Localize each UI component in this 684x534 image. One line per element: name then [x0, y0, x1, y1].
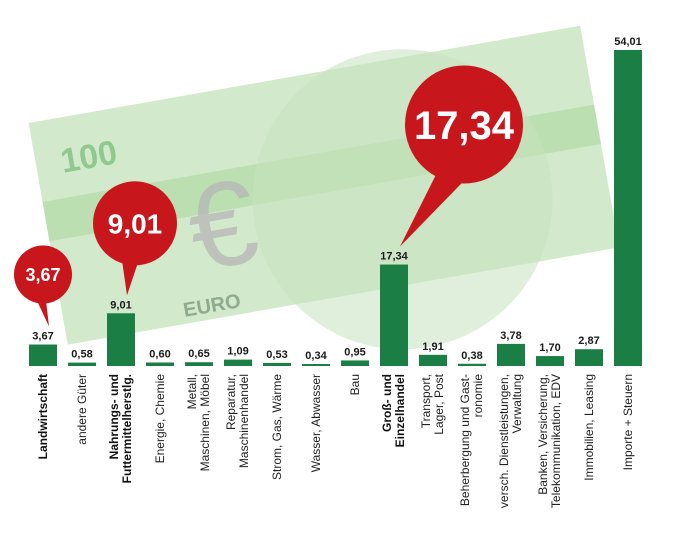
category-label: Beherbergung und Gast-ronomie	[455, 374, 489, 534]
callout-bubble	[405, 65, 523, 184]
category-label-line: Energie, Chemie	[152, 374, 167, 464]
category-label-line: Immobilien, Leasing	[581, 374, 596, 481]
category-label: Landwirtschaft	[26, 374, 60, 534]
callout-value: 17,34	[414, 104, 515, 148]
bar	[146, 362, 174, 366]
category-label: Reparatur, Maschinenhandel	[221, 374, 255, 534]
category-label: Banken, Versicherung, Telekommunikation, …	[533, 374, 567, 534]
category-label: Importe + Steuern	[611, 374, 645, 534]
bar	[185, 362, 213, 366]
bar-value-label: 1,09	[227, 346, 248, 358]
category-label: Energie, Chemie	[143, 374, 177, 534]
category-label: Metall, Maschinen, Möbel	[182, 374, 216, 534]
category-label-line: Maschinen, Möbel	[198, 374, 212, 472]
category-label: Strom, Gas, Wärme	[260, 374, 294, 534]
bar-value-label: 17,34	[380, 251, 408, 263]
category-label-line: Verwaltung	[510, 374, 524, 434]
category-label: Wasser, Abwasser	[299, 374, 333, 534]
bar-value-label: 3,67	[32, 331, 53, 343]
category-label: Groß- und Einzelhandel	[377, 374, 411, 534]
bar-value-label: 0,58	[71, 349, 92, 361]
bar	[536, 356, 564, 366]
bar-value-label: 0,65	[188, 348, 209, 360]
category-label-line: Lager, Post	[432, 374, 446, 435]
bar	[68, 362, 96, 366]
bar-value-label: 54,01	[614, 36, 642, 48]
bars-layer: 3,67 0,58 9,01 0,60 0,65 1,09 0,53 0,34 0,95 17,3…	[29, 36, 642, 366]
category-label: versch. Dienstleistungen, Verwaltung	[494, 374, 528, 534]
category-label-line: Landwirtschaft	[35, 374, 50, 460]
bar	[458, 363, 486, 366]
category-label-line: Importe + Steuern	[620, 374, 635, 471]
category-label-line: Telekommunikation, EDV	[549, 374, 563, 509]
category-label-line: ronomie	[471, 374, 485, 418]
bar	[107, 313, 135, 366]
category-label: andere Güter	[65, 374, 99, 534]
category-label-line: Strom, Gas, Wärme	[269, 374, 284, 481]
bar	[497, 343, 525, 366]
category-label: Nahrungs- und Futtermittelherstlg.	[104, 374, 138, 534]
bar	[614, 50, 642, 366]
bar-value-label: 0,95	[344, 346, 365, 358]
category-label-line: Futtermittelherstlg.	[120, 374, 134, 484]
bar-value-label: 1,70	[539, 342, 560, 354]
bar-value-label: 3,78	[500, 330, 521, 342]
callout-value: 9,01	[108, 208, 163, 239]
callout-bubble	[93, 181, 177, 266]
category-label: Transport, Lager, Post	[416, 374, 450, 534]
bar	[263, 362, 291, 366]
category-label: Immobilien, Leasing	[572, 374, 606, 534]
bar	[575, 349, 603, 366]
bar-value-label: 0,38	[461, 350, 482, 362]
bar	[341, 360, 369, 366]
category-label: Bau	[338, 374, 372, 534]
bar	[29, 344, 57, 366]
category-label-line: Bau	[347, 374, 362, 396]
category-label-line: Wasser, Abwasser	[308, 374, 323, 473]
bar	[380, 264, 408, 366]
bar-value-label: 0,60	[149, 348, 170, 360]
bar	[302, 364, 330, 366]
bar-value-label: 0,34	[305, 350, 327, 362]
bar-value-label: 9,01	[110, 299, 131, 311]
bar	[419, 354, 447, 366]
bar-value-label: 0,53	[266, 349, 287, 361]
bar-value-label: 1,91	[422, 341, 443, 353]
callout-bubble	[14, 245, 72, 304]
bar-value-label: 2,87	[578, 335, 599, 347]
bar	[224, 359, 252, 366]
category-label-line: Maschinenhandel	[237, 374, 251, 469]
callout-value: 3,67	[25, 265, 60, 285]
category-label-line: Einzelhandel	[393, 374, 407, 448]
category-label-line: andere Güter	[74, 374, 89, 445]
callouts-layer: 3,67 9,01 17,34	[14, 65, 523, 327]
